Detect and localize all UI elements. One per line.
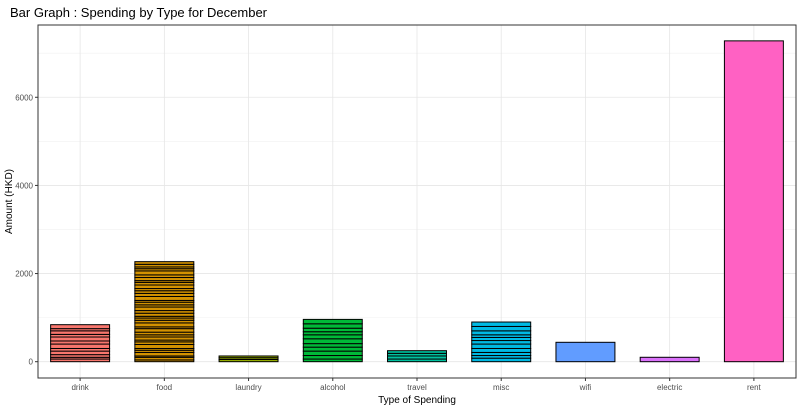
bar-segment-alcohol [302,318,363,325]
x-tick-label: misc [493,383,509,392]
bar-segment-alcohol [302,343,363,348]
axes: 0 2000 4000 6000 drink food laundry alcohol trav… [15,93,761,392]
x-tick-label: drink [71,383,89,392]
y-tick-label: 4000 [15,181,33,190]
bar-segment-alcohol [302,355,363,360]
bar-segment-drink [50,330,111,335]
bar-segment-food [134,270,195,276]
x-tick-label: laundry [235,383,261,392]
bar-segment-drink [50,343,111,349]
bar-segment-drink [50,336,111,342]
bar-segment-drink [50,350,111,356]
bar-segment-drink [50,324,111,330]
bar-segment-travel [387,350,447,354]
bar-segment-misc [471,321,532,327]
bar-segment-food [134,344,195,349]
bar-segment-alcohol [302,327,363,333]
bar-segment-laundry [218,355,279,359]
bar-segment-misc [471,330,532,336]
bar-segment-food [134,328,195,333]
bar-segment-food [134,322,195,328]
bar-segment-misc [471,340,532,345]
chart-title: Bar Graph : Spending by Type for Decembe… [10,5,268,20]
bar-segment-electric [639,356,700,363]
bar-segment-food [134,295,195,301]
x-tick-label: wifi [579,383,592,392]
x-axis-label: Type of Spending [378,395,456,406]
bars [50,40,784,363]
bar-segment-misc [471,347,532,353]
bar-segment-alcohol [302,350,363,357]
bar-segment-misc [471,357,532,363]
y-tick-label: 6000 [15,93,33,102]
bar-segment-food [134,351,195,357]
bar-segment-alcohol [302,334,363,340]
bar-segment-alcohol [302,346,363,352]
x-tick-label: electric [657,383,682,392]
bar-segment-misc [471,343,532,349]
bar-segment-food [134,284,195,290]
x-tick-label: food [157,383,173,392]
x-tick-label: alcohol [320,383,346,392]
bar-segment-wifi [555,341,616,363]
y-axis-label: Amount (HKD) [4,169,15,234]
x-tick-label: rent [747,383,762,392]
bar-segment-alcohol [302,323,363,329]
y-tick-label: 0 [29,358,34,367]
y-tick-label: 2000 [15,270,33,279]
bar-segment-rent [723,40,784,363]
bar-segment-alcohol [302,338,363,345]
bar-segment-food [134,306,195,312]
x-tick-label: travel [407,383,427,392]
bar-segment-food [134,261,195,265]
bar-segment-misc [471,325,532,332]
